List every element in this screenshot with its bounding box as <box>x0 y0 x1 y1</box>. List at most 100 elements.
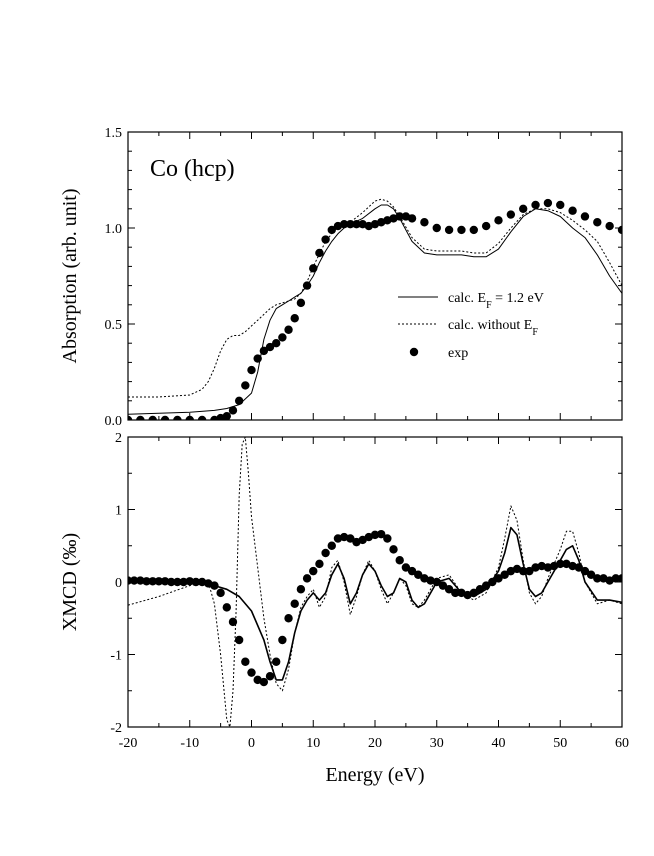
data-point <box>494 574 503 583</box>
data-point <box>475 585 485 594</box>
data-point <box>154 577 164 586</box>
data-point <box>142 577 151 586</box>
x-tick-label: 0 <box>248 736 255 751</box>
data-point <box>327 225 336 235</box>
y-tick-label: -1 <box>110 649 122 664</box>
data-point <box>346 219 355 229</box>
data-point <box>444 585 454 594</box>
exp-markers <box>128 198 622 420</box>
data-point <box>457 225 466 235</box>
calc-ef-line <box>128 526 622 681</box>
legend-label: calc. EF = 1.2 eV <box>448 291 544 311</box>
data-point <box>222 411 231 420</box>
data-point <box>469 588 478 598</box>
data-point <box>148 415 157 420</box>
data-point <box>315 559 324 569</box>
data-point <box>321 548 330 558</box>
y-tick-label: 0.0 <box>105 414 123 429</box>
data-point <box>284 614 293 623</box>
data-point <box>284 325 293 334</box>
data-point <box>259 346 269 356</box>
x-tick-label: 10 <box>306 736 320 751</box>
data-point <box>290 599 299 608</box>
data-point <box>531 200 540 210</box>
x-tick-label: 20 <box>368 736 382 751</box>
x-tick-label: 40 <box>492 736 506 751</box>
data-point <box>506 210 516 219</box>
data-point <box>593 218 602 227</box>
data-point <box>556 200 565 210</box>
x-tick-label: 50 <box>553 736 567 751</box>
y-axis-label: Absorption (arb. unit) <box>59 189 81 364</box>
data-point <box>296 585 306 594</box>
data-point <box>136 576 145 585</box>
data-point <box>197 415 207 420</box>
data-point <box>432 577 441 587</box>
data-point <box>272 657 281 666</box>
data-point <box>407 214 417 223</box>
data-point <box>389 545 398 554</box>
y-tick-label: 2 <box>115 431 122 446</box>
data-point <box>160 577 170 586</box>
data-point <box>617 574 622 583</box>
data-point <box>469 225 478 235</box>
data-point <box>481 581 491 590</box>
plot-area <box>128 437 622 727</box>
data-point <box>179 577 188 587</box>
data-point <box>488 577 497 587</box>
calc-without-ef-line <box>128 437 622 727</box>
data-point <box>494 216 503 225</box>
data-point <box>617 225 622 235</box>
data-point <box>290 314 299 323</box>
data-point <box>586 570 596 579</box>
x-tick-label: 60 <box>615 736 629 751</box>
data-point <box>315 248 324 258</box>
data-point <box>593 574 602 583</box>
x-tick-label: -10 <box>180 736 199 751</box>
data-point <box>185 415 194 420</box>
data-point <box>216 588 225 598</box>
y-tick-label: 0.5 <box>105 318 123 333</box>
data-point <box>420 218 429 227</box>
data-point <box>519 204 528 213</box>
data-point <box>272 339 281 348</box>
data-point <box>376 529 386 539</box>
data-point <box>395 212 404 221</box>
data-point <box>278 635 287 645</box>
data-point <box>259 677 269 687</box>
data-point <box>352 219 361 229</box>
data-point <box>160 415 170 420</box>
data-point <box>574 563 583 572</box>
data-point <box>438 581 448 590</box>
data-point <box>580 566 590 576</box>
legend: calc. EF = 1.2 eV calc. without EF exp <box>398 291 544 361</box>
data-point <box>321 235 330 244</box>
legend-marker <box>409 347 419 357</box>
y-tick-label: -2 <box>110 721 122 736</box>
data-point <box>327 541 336 550</box>
data-point <box>222 603 231 612</box>
data-point <box>167 577 176 587</box>
data-point <box>543 198 553 208</box>
plot-area <box>128 198 622 420</box>
data-point <box>185 577 194 586</box>
absorption-panel: 0.0 0.5 1.0 1.5 Absorption (arb. unit) Co (hc… <box>59 126 623 429</box>
data-point <box>210 581 219 590</box>
data-point <box>241 657 250 666</box>
data-point <box>611 574 621 583</box>
data-point <box>500 570 509 579</box>
calc-ef-line <box>128 204 622 415</box>
x-tick-label: -20 <box>119 736 138 751</box>
data-point <box>568 206 577 215</box>
exp-markers <box>128 529 622 687</box>
data-point <box>309 566 318 576</box>
data-point <box>525 566 534 576</box>
data-point <box>414 570 423 579</box>
legend-label: calc. without EF <box>448 318 538 338</box>
data-point <box>302 281 312 290</box>
data-point <box>129 576 139 585</box>
y-tick-label: 1.5 <box>105 126 123 141</box>
legend-label: exp <box>448 346 468 361</box>
